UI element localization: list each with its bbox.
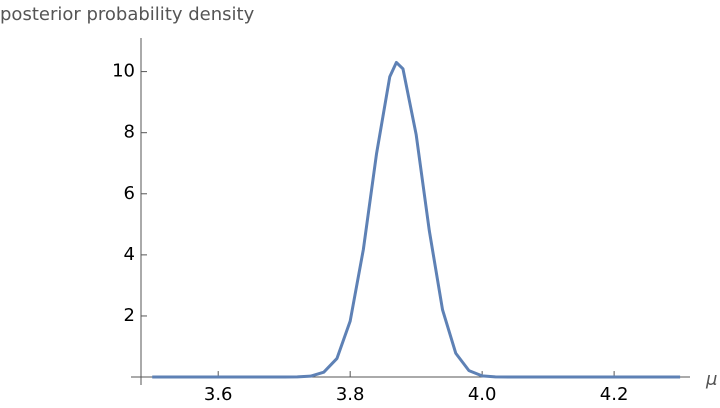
y-axis-label: posterior probability density: [0, 4, 255, 25]
y-tick-label: 10: [112, 61, 135, 82]
x-axis-label: μ: [705, 369, 717, 390]
x-tick-label: 4.0: [468, 384, 497, 405]
y-tick-label: 6: [124, 183, 135, 204]
line: [152, 60, 681, 379]
x-tick-label: 4.2: [600, 384, 629, 405]
y-tick-label: 8: [124, 122, 135, 143]
y-tick-label: 4: [124, 244, 135, 265]
y-tick-label: 2: [124, 305, 135, 326]
x-tick-label: 3.8: [336, 384, 365, 405]
x-tick-label: 3.6: [204, 384, 233, 405]
